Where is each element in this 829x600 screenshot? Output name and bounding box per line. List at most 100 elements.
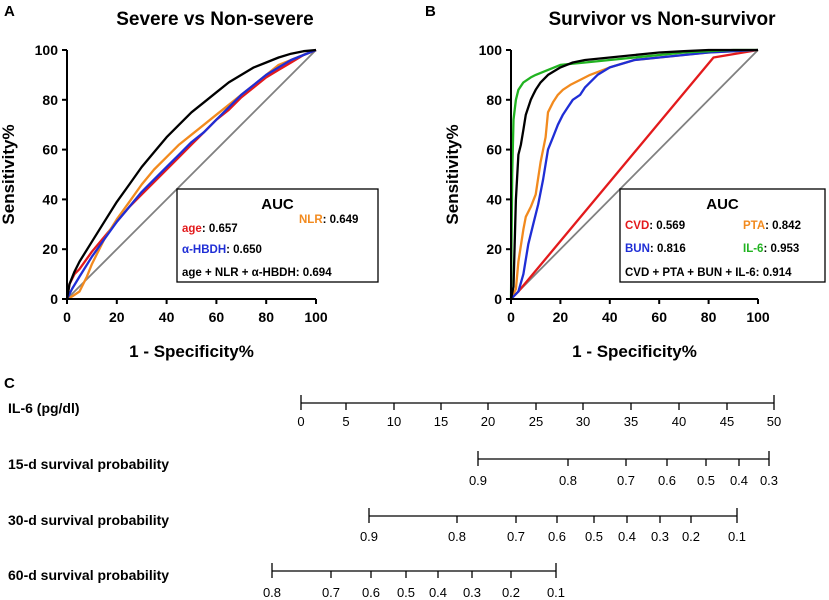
scale-tick-label: 0.4 [730, 473, 748, 488]
auc-legend: AUC age: 0.657 NLR: 0.649 α-HBDH: 0.650 age … [176, 188, 379, 283]
y-tick-label: 100 [479, 42, 503, 58]
scale-tick-label: 15 [434, 414, 448, 429]
scale-tick-label: 0.4 [429, 585, 447, 600]
legend-title: AUC [706, 196, 739, 213]
legend-entry-name: CVD + PTA + BUN + IL-6: 0.914 [625, 267, 792, 279]
scale-tick-label: 0.5 [397, 585, 415, 600]
legend-entry-value: : 0.842 [765, 220, 801, 232]
y-tick-label: 0 [50, 291, 58, 307]
scale-tick-label: 0.8 [559, 473, 577, 488]
x-tick-label: 0 [63, 309, 71, 325]
scale-tick-label: 35 [624, 414, 638, 429]
legend-entry-value: : 0.816 [650, 243, 686, 255]
roc-panel-a: Severe vs Non-severe 0 20 40 60 80 100 0 20 40 60 8… [0, 9, 379, 361]
series-line-cvd-pta-bun-il-6 [509, 48, 758, 300]
scale-tick-label: 0.6 [658, 473, 676, 488]
legend-box [176, 188, 379, 283]
x-tick-label: 40 [602, 309, 618, 325]
scale-tick-label: 0.7 [507, 529, 525, 544]
x-tick-label: 20 [109, 309, 125, 325]
scale-tick-label: 0.2 [502, 585, 520, 600]
legend-entry: CVD: 0.569 [625, 220, 685, 232]
nomogram-scale-2: 15-d survival probability 0.9 0.8 0.7 0.6 0.5… [8, 451, 778, 488]
scale-tick-label: 45 [720, 414, 734, 429]
scale-tick-label: 0.2 [682, 529, 700, 544]
legend-entry: IL-6: 0.953 [743, 243, 799, 255]
scale-tick-label: 30 [576, 414, 590, 429]
y-tick-label: 40 [486, 191, 502, 207]
scale-tick-label: 25 [529, 414, 543, 429]
scale-tick-label: 0.7 [322, 585, 340, 600]
scale-label: 15-d survival probability [8, 456, 169, 472]
scale-tick-label: 0.5 [585, 529, 603, 544]
chart-title: Severe vs Non-severe [116, 9, 314, 30]
legend-entry-name: BUN [625, 243, 650, 255]
x-tick-label: 100 [746, 309, 770, 325]
scale-tick-label: 20 [481, 414, 495, 429]
roc-panel-b: Survivor vs Non-survivor 0 20 40 60 80 100 0 20 4… [443, 9, 826, 361]
legend-entry: NLR: 0.649 [299, 214, 358, 226]
legend-entry: age: 0.657 [182, 223, 238, 235]
y-tick-label: 0 [494, 291, 502, 307]
scale-tick-label: 0.1 [728, 529, 746, 544]
scale-tick-label: 0.3 [463, 585, 481, 600]
chart-title: Survivor vs Non-survivor [548, 9, 776, 30]
legend-entry-name: NLR [299, 214, 323, 226]
legend-entry-value: : 0.953 [763, 243, 799, 255]
x-tick-label: 80 [701, 309, 717, 325]
scale-tick-label: 5 [342, 414, 349, 429]
legend-box [619, 188, 826, 283]
y-tick-label: 60 [486, 142, 502, 158]
y-tick-label: 80 [486, 92, 502, 108]
nomogram-scale-4: 60-d survival probability 0.8 0.7 0.6 0.5 0.4… [8, 563, 565, 600]
legend-entry-name: CVD [625, 220, 649, 232]
legend-entry-name: α-HBDH [182, 244, 226, 256]
legend-entry: CVD + PTA + BUN + IL-6: 0.914 [625, 267, 792, 279]
y-tick-label: 20 [42, 241, 58, 257]
legend-entry-value: : 0.657 [202, 223, 238, 235]
scale-tick-label: 0.7 [617, 473, 635, 488]
y-tick-label: 100 [35, 42, 59, 58]
scale-tick-label: 40 [672, 414, 686, 429]
scale-tick-label: 0.1 [547, 585, 565, 600]
x-tick-label: 100 [304, 309, 328, 325]
x-tick-label: 80 [258, 309, 274, 325]
scale-tick-label: 0.6 [362, 585, 380, 600]
legend-entry-name: age + NLR + α-HBDH: 0.694 [182, 267, 332, 279]
series-line-reference [510, 49, 759, 300]
legend-entry: PTA: 0.842 [743, 220, 801, 232]
nomogram-scale-1: IL-6 (pg/dl) 0 5 10 15 20 25 30 35 40 45 50 [8, 395, 781, 429]
legend-entry-name: IL-6 [743, 243, 763, 255]
scale-label: IL-6 (pg/dl) [8, 400, 80, 416]
x-tick-label: 60 [651, 309, 667, 325]
series-line-age [65, 48, 317, 300]
scale-tick-label: 0.9 [469, 473, 487, 488]
legend-entry-name: PTA [743, 220, 765, 232]
x-axis-label: 1 - Specificity% [129, 342, 254, 361]
legend-entry-value: : 0.569 [649, 220, 685, 232]
x-tick-label: 20 [553, 309, 569, 325]
legend-entry: α-HBDH: 0.650 [182, 244, 262, 256]
y-tick-label: 20 [486, 241, 502, 257]
panel-label-a: A [4, 3, 15, 20]
x-tick-label: 0 [507, 309, 515, 325]
nomogram: IL-6 (pg/dl) 0 5 10 15 20 25 30 35 40 45 50 15-d sur… [8, 395, 781, 600]
scale-tick-label: 0.8 [263, 585, 281, 600]
scale-tick-label: 0.5 [697, 473, 715, 488]
scale-tick-label: 0 [297, 414, 304, 429]
series-line-age-nlr-hbdh [65, 48, 317, 300]
scale-tick-label: 0.3 [651, 529, 669, 544]
legend-entry-value: : 0.649 [323, 214, 359, 226]
x-tick-label: 60 [209, 309, 225, 325]
y-axis-label: Sensitivity% [0, 124, 18, 224]
scale-label: 30-d survival probability [8, 512, 169, 528]
legend-entry-value: : 0.650 [226, 244, 262, 256]
x-tick-label: 40 [159, 309, 175, 325]
scale-tick-label: 0.8 [448, 529, 466, 544]
scale-tick-label: 0.6 [548, 529, 566, 544]
legend-entry-name: age [182, 223, 202, 235]
panel-label-b: B [425, 3, 436, 20]
y-tick-label: 40 [42, 191, 58, 207]
